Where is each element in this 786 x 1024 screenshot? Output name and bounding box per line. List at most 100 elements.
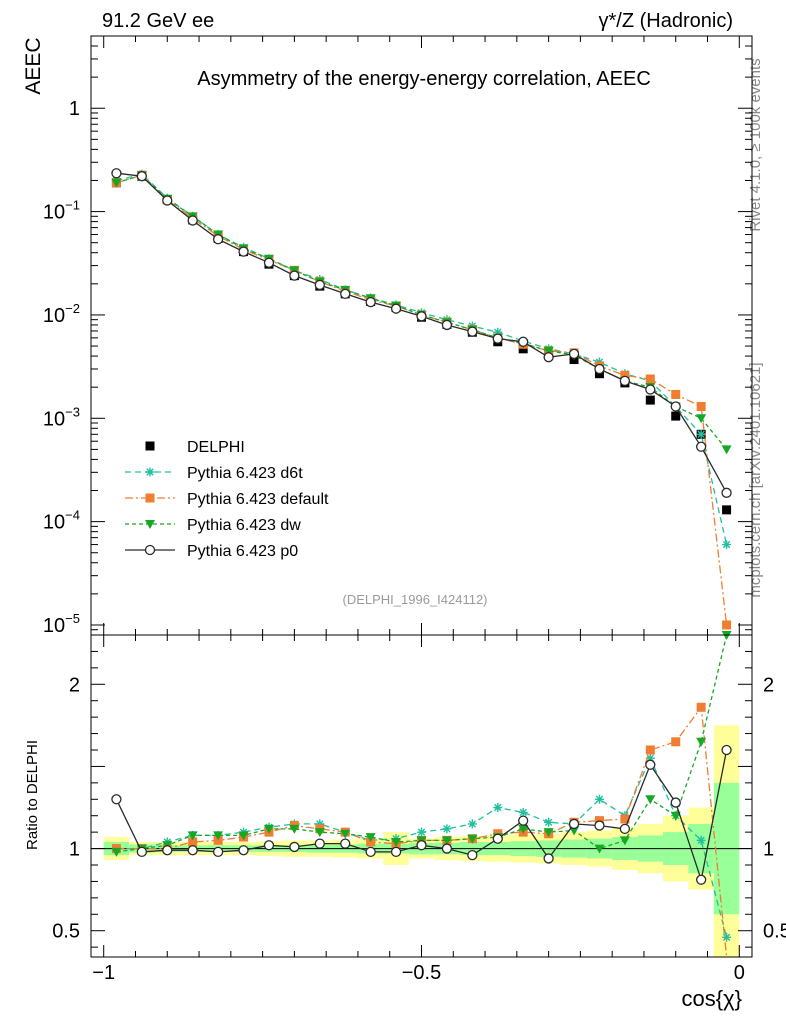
data-point-pythia-6-423-default: [645, 374, 655, 384]
data-point-pythia-6-423-p0: [162, 195, 173, 206]
ratio-point-pythia-6-423-d6t: [696, 835, 706, 845]
ratio-point-pythia-6-423-dw: [187, 831, 198, 841]
data-point-pythia-6-423-p0: [645, 384, 656, 395]
ratio-point-pythia-6-423-p0: [238, 845, 249, 856]
ratio-point-pythia-6-423-p0: [365, 846, 376, 858]
x-axis-label: cos{χ}: [682, 986, 742, 1011]
ratio-y-axis-label: Ratio to DELPHI: [24, 740, 41, 850]
ratio-y-tick-label-right: 1: [763, 839, 774, 861]
data-point-pythia-6-423-p0: [136, 171, 147, 182]
main-y-axis-label: AEEC: [22, 37, 45, 94]
ratio-panel-frame: [90, 634, 753, 958]
data-point-pythia-6-423-default: [671, 389, 681, 399]
ratio-point-pythia-6-423-dw: [365, 833, 376, 843]
ratio-point-pythia-6-423-p0: [721, 744, 732, 756]
ratio-point-pythia-6-423-d6t: [594, 794, 604, 804]
ratio-y-tick-label-right: 0.5: [763, 921, 786, 943]
data-point-pythia-6-423-p0: [670, 401, 681, 412]
data-point-pythia-6-423-dw: [111, 178, 122, 188]
data-point-pythia-6-423-p0: [390, 303, 402, 314]
ratio-point-pythia-6-423-default: [696, 702, 706, 712]
series-delphi: [111, 171, 732, 515]
data-point-pythia-6-423-default: [722, 620, 732, 630]
ratio-point-pythia-6-423-d6t: [722, 932, 732, 942]
header-process-label: γ*/Z (Hadronic): [599, 10, 733, 32]
ratio-point-pythia-6-423-default: [620, 814, 630, 824]
ratio-point-pythia-6-423-dw: [543, 828, 554, 838]
series-line-pythia-6-423-d6t: [116, 173, 728, 545]
ratio-point-pythia-6-423-p0: [594, 820, 605, 831]
data-point-pythia-6-423-dw: [696, 414, 707, 424]
ratio-point-pythia-6-423-default: [671, 737, 681, 747]
data-point-pythia-6-423-dw: [721, 445, 732, 455]
data-point-pythia-6-423-p0: [187, 215, 198, 226]
data-point-delphi: [722, 505, 732, 515]
data-point-pythia-6-423-p0: [492, 333, 503, 344]
legend: DELPHI Pythia 6.423 d6t Pythia 6.423 defau…: [125, 439, 329, 560]
ratio-point-pythia-6-423-dw: [238, 831, 249, 841]
legend-label: Pythia 6.423 d6t: [187, 465, 303, 482]
data-point-pythia-6-423-p0: [696, 441, 707, 452]
data-point-pythia-6-423-p0: [594, 363, 605, 375]
ratio-point-pythia-6-423-p0: [314, 838, 325, 849]
data-point-pythia-6-423-p0: [543, 352, 554, 363]
legend-item-pythia-6-423-d6t: Pythia 6.423 d6t: [125, 465, 303, 482]
legend-item-pythia-6-423-default: Pythia 6.423 default: [125, 491, 329, 508]
y-tick-label: 1: [69, 98, 80, 120]
ratio-point-pythia-6-423-dw: [594, 844, 605, 854]
ratio-line-pythia-6-423-dw: [116, 634, 728, 853]
data-point-pythia-6-423-d6t: [696, 429, 706, 439]
ratio-point-pythia-6-423-p0: [136, 846, 147, 858]
ratio-series-pythia-6-423-dw: [111, 631, 732, 857]
ratio-point-pythia-6-423-d6t: [467, 819, 477, 829]
data-point-pythia-6-423-p0: [111, 168, 122, 179]
ratio-point-pythia-6-423-p0: [162, 845, 173, 856]
data-point-pythia-6-423-d6t: [493, 327, 503, 337]
ratio-y-tick-label: 0.5: [52, 921, 80, 943]
data-point-pythia-6-423-p0: [212, 234, 224, 245]
main-series-layer: [111, 168, 732, 630]
data-point-pythia-6-423-p0: [518, 336, 529, 347]
ratio-point-pythia-6-423-p0: [441, 843, 453, 854]
ratio-point-pythia-6-423-p0: [390, 846, 402, 858]
ratio-point-pythia-6-423-p0: [670, 797, 681, 808]
legend-label: Pythia 6.423 default: [187, 491, 329, 508]
ratio-point-pythia-6-423-p0: [111, 794, 122, 805]
ratio-point-pythia-6-423-p0: [492, 833, 503, 844]
data-point-pythia-6-423-p0: [721, 487, 732, 498]
ratio-series-layer: [111, 631, 732, 958]
data-point-delphi: [671, 411, 681, 421]
data-point-pythia-6-423-p0: [467, 326, 478, 337]
data-point-pythia-6-423-default: [620, 370, 630, 380]
ratio-point-pythia-6-423-dw: [263, 824, 274, 834]
legend-label: Pythia 6.423 dw: [187, 517, 301, 534]
ratio-point-pythia-6-423-d6t: [544, 817, 554, 827]
ratio-point-pythia-6-423-d6t: [645, 753, 655, 763]
legend-marker: [145, 441, 155, 451]
x-tick-label: −0.5: [402, 962, 441, 984]
mcplots-label: mcplots.cern.ch [arXiv:2401.10621]: [747, 362, 764, 597]
ratio-point-pythia-6-423-p0: [467, 849, 478, 861]
ratio-point-pythia-6-423-p0: [263, 840, 275, 851]
data-point-pythia-6-423-dw: [543, 346, 554, 356]
data-point-pythia-6-423-p0: [416, 311, 427, 322]
data-point-delphi: [518, 344, 528, 354]
ratio-point-pythia-6-423-d6t: [442, 824, 452, 834]
ratio-y-tick-label: 2: [69, 674, 80, 696]
ratio-point-pythia-6-423-dw: [441, 836, 452, 846]
data-point-pythia-6-423-default: [696, 402, 706, 412]
ratio-point-pythia-6-423-dw: [518, 824, 529, 834]
data-point-pythia-6-423-p0: [441, 319, 453, 331]
ratio-point-pythia-6-423-p0: [416, 840, 427, 851]
legend-marker: [145, 467, 155, 477]
ratio-point-pythia-6-423-dw: [340, 829, 351, 839]
ratio-point-pythia-6-423-d6t: [493, 803, 503, 812]
series-pythia-6-423-p0: [111, 168, 732, 498]
ratio-point-pythia-6-423-dw: [111, 847, 122, 857]
ratio-y-tick-label: 1: [69, 839, 80, 861]
ratio-series-pythia-6-423-p0: [111, 744, 732, 885]
ratio-point-pythia-6-423-p0: [619, 823, 631, 835]
data-point-pythia-6-423-d6t: [722, 540, 732, 550]
ratio-point-pythia-6-423-p0: [645, 759, 656, 770]
data-point-pythia-6-423-p0: [238, 246, 249, 257]
